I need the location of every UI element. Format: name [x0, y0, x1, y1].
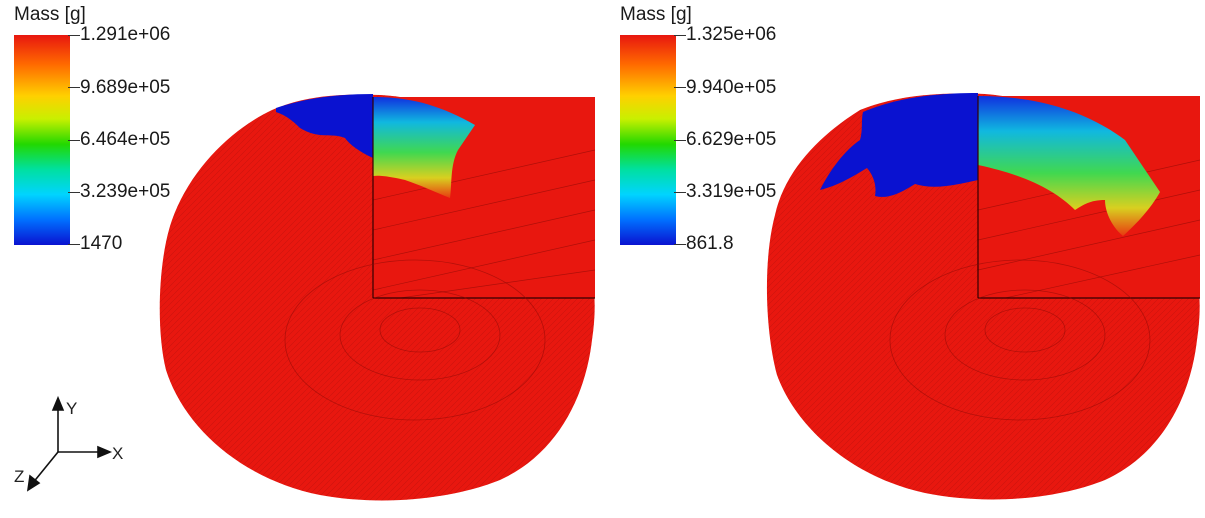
- colorbar: [14, 35, 70, 245]
- low-mass-region: [276, 94, 373, 158]
- low-mass-region: [820, 93, 978, 197]
- colorbar-tick: 6.464e+05: [80, 129, 171, 150]
- surface-contours: [889, 259, 1151, 421]
- colorbar-tick: 6.629e+05: [686, 129, 777, 150]
- colorbar-tick-max: 1.291e+06: [80, 24, 171, 45]
- right-model-view: [766, 93, 1201, 500]
- colorbar-tick: 3.239e+05: [80, 181, 171, 202]
- surface-contours: [284, 259, 546, 421]
- colorbar-tick: 9.940e+05: [686, 77, 777, 98]
- colorbar-tick-max: 1.325e+06: [686, 24, 777, 45]
- legend-title: Mass [g]: [14, 4, 86, 25]
- colorbar-tick-min: 861.8: [686, 233, 734, 254]
- legend-title: Mass [g]: [620, 4, 692, 25]
- cut-face-lines: [372, 149, 596, 299]
- colorbar-tick-min: 1470: [80, 233, 123, 254]
- colorbar-tick: 9.689e+05: [80, 77, 171, 98]
- axis-z-label: Z: [14, 467, 24, 486]
- left-model-view: Y X Z: [14, 94, 596, 501]
- axis-x-label: X: [112, 444, 123, 463]
- mass-gradient-band: [373, 97, 475, 198]
- axis-triad: [26, 395, 113, 492]
- mass-gradient-band: [978, 96, 1160, 236]
- colorbar-tick: 3.319e+05: [686, 181, 777, 202]
- right-model-panel: Mass [g] 1.325e+06 9.940e+05 6.629e+05 3…: [605, 0, 1205, 518]
- left-model-panel: Y X Z Mass [g] 1.291e+06 9.689e+05 6.464…: [0, 0, 600, 518]
- colorbar: [620, 35, 676, 245]
- axis-y-label: Y: [66, 399, 77, 418]
